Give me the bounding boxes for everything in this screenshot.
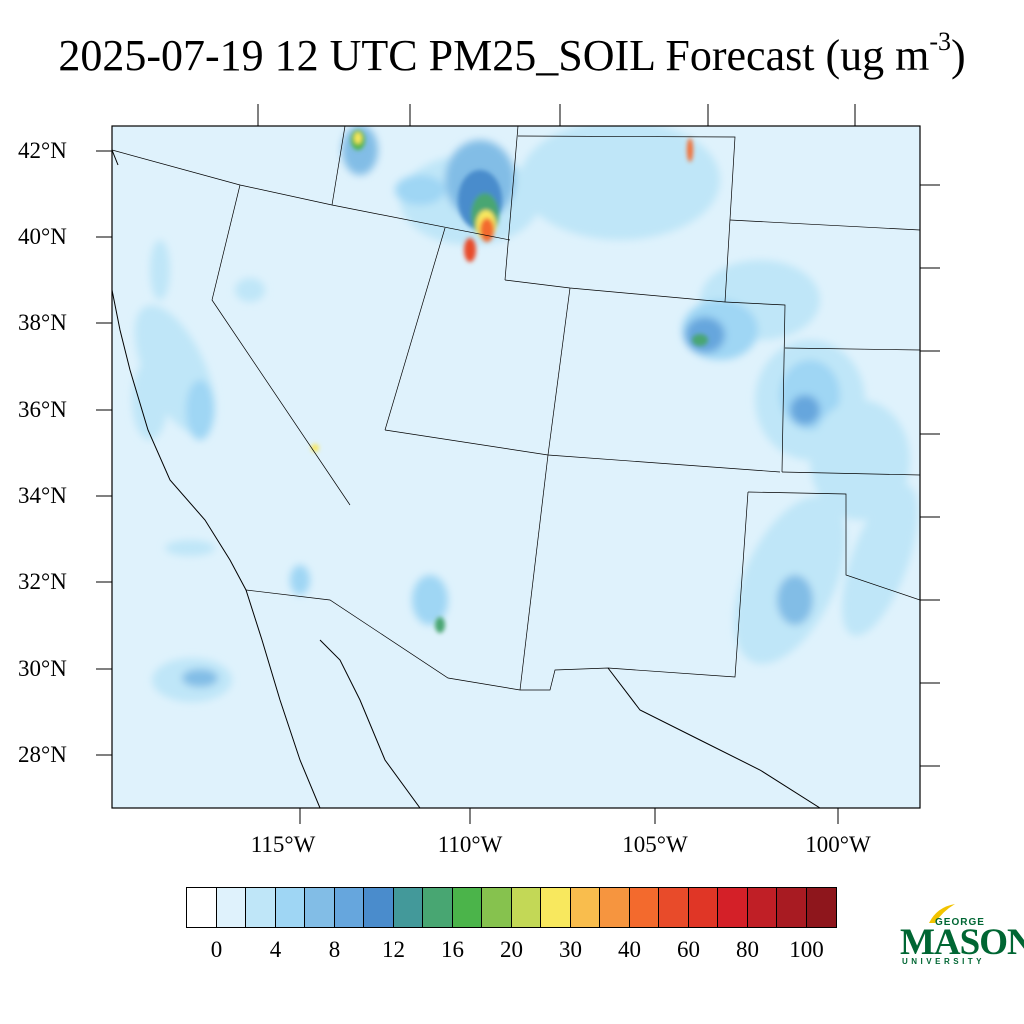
colorbar-label: 30: [559, 937, 582, 962]
lon-label-110w: 110°W: [437, 832, 503, 857]
colorbar-label: 0: [210, 937, 223, 962]
colorbar-swatch: [570, 888, 600, 927]
colorbar-label: 4: [269, 937, 282, 962]
concentration-field: [132, 126, 918, 702]
map-background: [112, 126, 920, 808]
colorbar-swatch: [659, 888, 689, 927]
colorbar-label: 40: [618, 937, 641, 962]
title-close: ): [951, 31, 966, 80]
colorbar-label: 8: [328, 937, 341, 962]
colorbar: [186, 887, 837, 928]
state-boundaries: [112, 126, 920, 691]
colorbar-swatch: [452, 888, 482, 927]
colorbar-swatch: [511, 888, 541, 927]
colorbar-swatch: [777, 888, 807, 927]
logo-mason-text: MASON: [900, 922, 1024, 963]
colorbar-swatch: [216, 888, 246, 927]
colorbar-label: 16: [441, 937, 464, 962]
gmu-logo: GEORGE MASON UNIVERSITY: [897, 903, 1024, 973]
colorbar-swatch: [334, 888, 364, 927]
colorbar-swatch: [600, 888, 630, 927]
lat-label-34n: 34°N: [18, 483, 67, 508]
lat-label-30n: 30°N: [18, 656, 67, 681]
colorbar-label: 60: [677, 937, 700, 962]
colorbar-label: 12: [382, 937, 405, 962]
lat-label-32n: 32°N: [18, 569, 67, 594]
lat-label-42n: 42°N: [18, 138, 67, 163]
lat-label-28n: 28°N: [18, 742, 67, 767]
colorbar-label: 20: [500, 937, 523, 962]
map-title: 2025-07-19 12 UTC PM25_SOIL Forecast (ug…: [0, 27, 1024, 81]
colorbar-swatch: [806, 888, 836, 927]
lat-label-36n: 36°N: [18, 397, 67, 422]
colorbar-label: 100: [789, 937, 824, 962]
colorbar-swatch: [364, 888, 394, 927]
tick-marks: [96, 104, 940, 824]
colorbar-swatch: [305, 888, 335, 927]
colorbar-label: 80: [736, 937, 759, 962]
lat-label-40n: 40°N: [18, 224, 67, 249]
colorbar-swatch: [747, 888, 777, 927]
lon-label-100w: 100°W: [805, 832, 871, 857]
colorbar-swatch: [246, 888, 276, 927]
colorbar-swatch: [275, 888, 305, 927]
logo-swoosh-icon: [929, 904, 955, 923]
colorbar-swatch: [718, 888, 748, 927]
colorbar-swatch: [187, 888, 217, 927]
logo-university-text: UNIVERSITY: [902, 957, 986, 966]
map-border: [111, 125, 921, 809]
colorbar-swatch: [482, 888, 512, 927]
colorbar-swatch: [688, 888, 718, 927]
colorbar-swatch: [393, 888, 423, 927]
lat-label-38n: 38°N: [18, 310, 67, 335]
lon-label-115w: 115°W: [250, 832, 316, 857]
colorbar-swatch: [423, 888, 453, 927]
logo-george-text: GEORGE: [935, 917, 985, 928]
lon-label-105w: 105°W: [622, 832, 688, 857]
colorbar-swatch: [629, 888, 659, 927]
title-exponent: -3: [929, 27, 951, 57]
colorbar-swatch: [541, 888, 571, 927]
coastlines: [112, 149, 821, 808]
title-text: 2025-07-19 12 UTC PM25_SOIL Forecast (ug…: [58, 31, 930, 80]
